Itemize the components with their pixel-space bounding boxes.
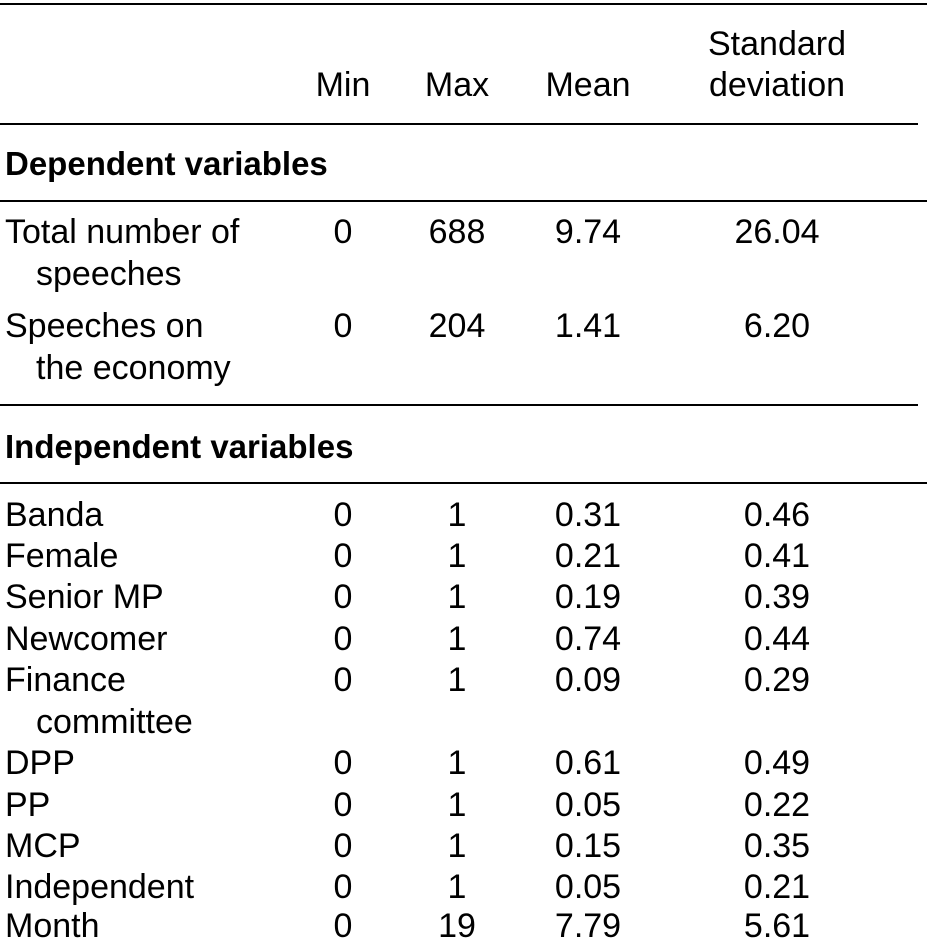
cell-max: 204: [428, 307, 486, 345]
cell-max: 1: [447, 661, 467, 699]
cell-mean: 0.21: [554, 537, 622, 575]
cell-min: 0: [333, 213, 353, 251]
cell-mean: 0.19: [554, 578, 622, 616]
header-sd-line1: Standard: [708, 25, 846, 63]
section-title-dependent: Dependent variables: [5, 145, 328, 182]
cell-mean: 0.05: [554, 868, 622, 906]
top-rule: [0, 3, 927, 5]
row-label-continued: speeches: [36, 255, 182, 293]
cell-sd: 0.44: [743, 620, 811, 658]
row-label-continued: committee: [36, 703, 193, 741]
cell-mean: 7.79: [554, 907, 622, 945]
row-label: Independent: [5, 868, 195, 906]
section-rule-dependent: [0, 200, 927, 202]
cell-sd: 0.35: [743, 827, 811, 865]
cell-min: 0: [333, 744, 353, 782]
cell-max: 688: [428, 213, 486, 251]
row-label: Senior MP: [5, 578, 164, 616]
cell-sd: 5.61: [743, 907, 811, 945]
section-title-independent: Independent variables: [5, 428, 354, 465]
cell-mean: 0.31: [554, 496, 622, 534]
cell-mean: 0.15: [554, 827, 622, 865]
cell-sd: 0.41: [743, 537, 811, 575]
row-label: Banda: [5, 496, 104, 534]
cell-sd: 0.49: [743, 744, 811, 782]
cell-max: 1: [447, 496, 467, 534]
header-min: Min: [315, 66, 371, 104]
row-label: Finance: [5, 661, 126, 699]
cell-sd: 0.29: [743, 661, 811, 699]
header-rule: [0, 123, 918, 125]
row-label-continued: the economy: [36, 349, 231, 387]
row-label: Month: [5, 907, 100, 945]
header-mean: Mean: [545, 66, 631, 104]
cell-sd: 0.21: [743, 868, 811, 906]
cell-min: 0: [333, 307, 353, 345]
cell-min: 0: [333, 868, 353, 906]
cell-min: 0: [333, 578, 353, 616]
cell-mean: 0.61: [554, 744, 622, 782]
cell-sd: 26.04: [734, 213, 820, 251]
cell-min: 0: [333, 661, 353, 699]
cell-mean: 0.74: [554, 620, 622, 658]
cell-max: 1: [447, 537, 467, 575]
cell-min: 0: [333, 620, 353, 658]
cell-min: 0: [333, 907, 353, 945]
cell-min: 0: [333, 496, 353, 534]
section-rule-independent: [0, 482, 927, 484]
cell-sd: 6.20: [743, 307, 811, 345]
cell-max: 1: [447, 744, 467, 782]
cell-max: 1: [447, 578, 467, 616]
cell-max: 1: [447, 868, 467, 906]
row-label: Speeches on: [5, 307, 204, 345]
cell-min: 0: [333, 786, 353, 824]
cell-min: 0: [333, 537, 353, 575]
row-label: PP: [5, 786, 51, 824]
cell-mean: 1.41: [554, 307, 622, 345]
cell-max: 1: [447, 620, 467, 658]
cell-mean: 0.09: [554, 661, 622, 699]
header-sd-line2: deviation: [708, 66, 846, 104]
cell-sd: 0.46: [743, 496, 811, 534]
section-rule-divider: [0, 404, 918, 406]
cell-min: 0: [333, 827, 353, 865]
cell-sd: 0.22: [743, 786, 811, 824]
cell-mean: 9.74: [554, 213, 622, 251]
row-label: MCP: [5, 827, 81, 865]
row-label: DPP: [5, 744, 75, 782]
header-max: Max: [424, 66, 490, 104]
cell-sd: 0.39: [743, 578, 811, 616]
cell-max: 1: [447, 827, 467, 865]
cell-max: 1: [447, 786, 467, 824]
row-label: Female: [5, 537, 119, 575]
cell-max: 19: [438, 907, 476, 945]
row-label: Total number of: [5, 213, 240, 251]
cell-mean: 0.05: [554, 786, 622, 824]
row-label: Newcomer: [5, 620, 168, 658]
